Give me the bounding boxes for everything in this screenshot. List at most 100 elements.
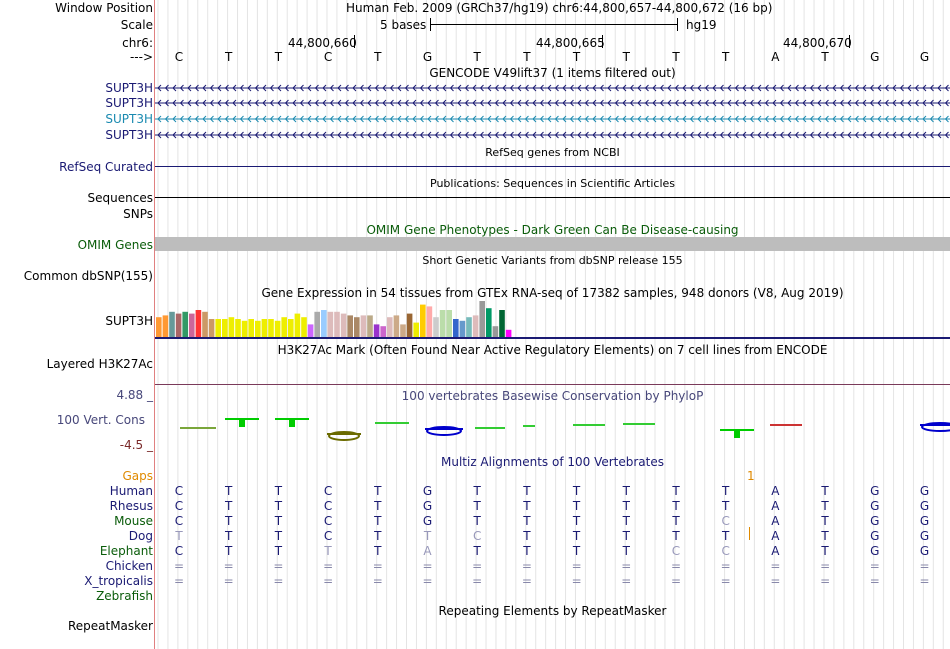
species-label-rhesus[interactable]: Rhesus	[109, 499, 153, 513]
gtex-tissue-bar-35	[380, 326, 386, 337]
species-label-elephant[interactable]: Elephant	[99, 544, 153, 558]
gtex-tissue-bar-13	[235, 319, 241, 337]
species-label-x_tropicalis[interactable]: X_tropicalis	[84, 574, 153, 588]
alignment-base: C	[671, 544, 681, 558]
omim-feature-bar[interactable]	[155, 237, 950, 251]
ruler-base-13: A	[771, 50, 780, 64]
phylop-track-title[interactable]: 100 vertebrates Basewise Conservation by…	[401, 389, 704, 403]
gtex-tissue-bar-10	[215, 319, 221, 337]
alignment-base: A	[771, 544, 780, 558]
alignment-base: C	[721, 544, 730, 558]
gaps-label[interactable]: Gaps	[122, 469, 153, 483]
alignment-base: T	[722, 499, 730, 513]
gtex-tissue-bar-37	[393, 315, 400, 337]
alignment-base: =	[422, 574, 433, 588]
species-label-zebrafish[interactable]: Zebrafish	[96, 589, 153, 603]
repeatmasker-track-title[interactable]: Repeating Elements by RepeatMasker	[438, 604, 667, 618]
alignment-base: C	[174, 499, 184, 513]
dbsnp-label[interactable]: Common dbSNP(155)	[23, 269, 153, 283]
refseq-track-title[interactable]: RefSeq genes from NCBI	[485, 146, 620, 159]
gtex-tissue-bar-41	[420, 304, 426, 337]
alignment-base: T	[821, 499, 829, 513]
repeatmasker-label[interactable]: RepeatMasker	[67, 619, 153, 633]
species-label-dog[interactable]: Dog	[128, 529, 153, 543]
omim-label[interactable]: OMIM Genes	[77, 238, 153, 252]
snps-label[interactable]: SNPs	[123, 207, 153, 221]
alignment-base: T	[722, 529, 730, 543]
phylop-conservation-plot[interactable]	[155, 410, 950, 450]
refseq-label[interactable]: RefSeq Curated	[59, 160, 153, 174]
alignment-base: G	[919, 499, 930, 513]
alignment-base: G	[870, 514, 880, 528]
dbsnp-track-title[interactable]: Short Genetic Variants from dbSNP releas…	[422, 254, 683, 267]
gencode-track-title[interactable]: GENCODE V49lift37 (1 items filtered out)	[429, 66, 676, 80]
alignment-base: T	[821, 529, 829, 543]
ruler-position-3: 44,800,670	[783, 36, 852, 50]
alignment-base: C	[174, 544, 184, 558]
alignment-base: T	[523, 514, 531, 528]
ruler-base-6: G	[422, 50, 433, 64]
gencode-gene-label-1[interactable]: SUPT3H	[105, 81, 153, 95]
alignment-base: =	[770, 559, 781, 573]
gtex-tissue-bar-23	[301, 317, 307, 337]
scale-label: Scale	[120, 18, 153, 32]
h3k27ac-label[interactable]: Layered H3K27Ac	[46, 357, 153, 371]
gtex-gene-label[interactable]: SUPT3H	[105, 314, 153, 328]
alignment-base: =	[571, 559, 582, 573]
alignment-base: T	[672, 529, 680, 543]
gtex-tissue-bar-24	[307, 324, 314, 337]
gtex-track-title[interactable]: Gene Expression in 54 tissues from GTEx …	[261, 286, 844, 300]
ruler-position-2: 44,800,665	[536, 36, 605, 50]
gtex-tissue-bar-17	[261, 319, 268, 337]
ruler-base-10: T	[622, 50, 630, 64]
ruler-base-7: T	[473, 50, 481, 64]
gtex-tissue-bar-28	[334, 311, 340, 337]
alignment-base: T	[374, 514, 382, 528]
publications-track-title[interactable]: Publications: Sequences in Scientific Ar…	[430, 177, 675, 190]
gencode-gene-label-3[interactable]: SUPT3H	[105, 112, 153, 126]
gap-insertion-mark	[749, 527, 750, 540]
gtex-tissue-bar-51	[486, 308, 492, 337]
species-label-human[interactable]: Human	[109, 484, 153, 498]
gtex-tissue-bar-19	[274, 320, 281, 337]
ruler-base-2: T	[225, 50, 233, 64]
h3k27ac-baseline	[155, 384, 950, 385]
species-label-chicken[interactable]: Chicken	[105, 559, 153, 573]
scale-text: 5 bases	[380, 18, 427, 32]
phylop-label[interactable]: 100 Vert. Cons	[56, 413, 145, 427]
species-label-mouse[interactable]: Mouse	[114, 514, 153, 528]
ruler-base-15: G	[870, 50, 880, 64]
gtex-tissue-bar-50	[479, 301, 485, 337]
ruler-tick-3	[849, 35, 850, 48]
alignment-base: T	[572, 544, 581, 558]
gtex-tissue-bar-6	[189, 313, 195, 337]
alignment-base: T	[473, 544, 481, 558]
gtex-tissue-bar-20	[281, 317, 287, 337]
publications-line[interactable]	[155, 197, 950, 198]
gtex-tissue-bar-47	[459, 320, 466, 337]
gtex-tissue-bar-11	[222, 319, 228, 337]
ruler-tick-2	[602, 35, 603, 48]
ruler-base-1: C	[174, 50, 184, 64]
alignment-base: =	[720, 574, 731, 588]
gencode-transcripts[interactable]	[155, 80, 950, 142]
alignment-base: T	[374, 529, 382, 543]
gencode-gene-label-4[interactable]: SUPT3H	[105, 128, 153, 142]
alignment-base: =	[919, 559, 930, 573]
h3k27ac-track-title[interactable]: H3K27Ac Mark (Often Found Near Active Re…	[277, 343, 828, 357]
publications-label[interactable]: Sequences	[87, 191, 153, 205]
alignment-base: C	[323, 484, 333, 498]
alignment-base: T	[473, 484, 481, 498]
alignment-base: T	[523, 529, 531, 543]
gencode-gene-label-2[interactable]: SUPT3H	[105, 96, 153, 110]
alignment-base: =	[869, 559, 880, 573]
gtex-tissue-bar-8	[202, 311, 208, 337]
multiz-track-title[interactable]: Multiz Alignments of 100 Vertebrates	[440, 455, 665, 469]
gtex-bar-chart[interactable]	[155, 299, 950, 339]
alignment-base: G	[870, 529, 880, 543]
omim-track-title[interactable]: OMIM Gene Phenotypes - Dark Green Can Be…	[366, 223, 739, 237]
alignment-base: T	[672, 484, 680, 498]
gtex-tissue-bar-40	[413, 322, 419, 337]
refseq-gene-line[interactable]	[155, 166, 950, 167]
alignment-base: T	[473, 514, 481, 528]
